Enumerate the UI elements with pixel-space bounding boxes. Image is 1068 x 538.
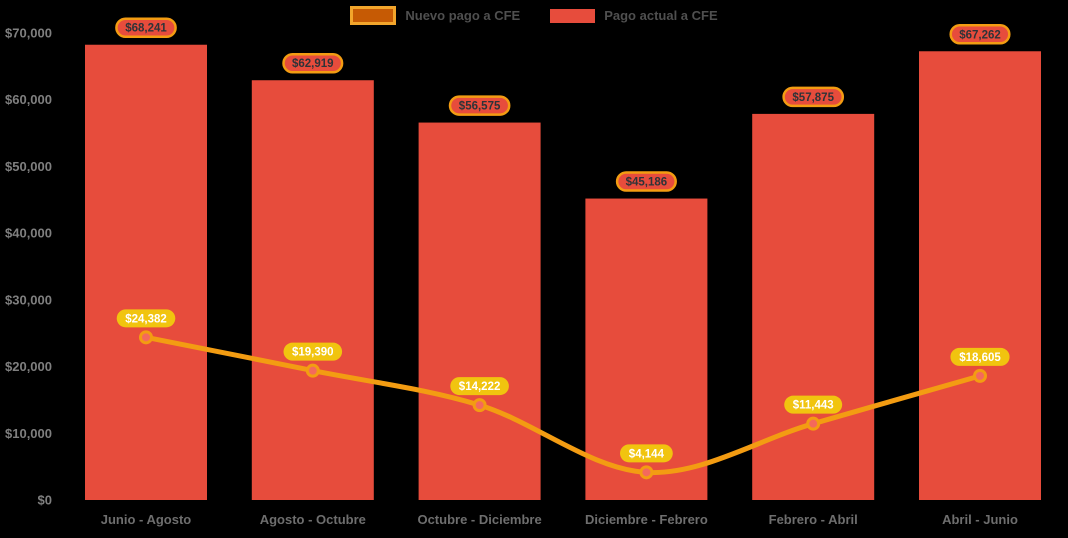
bar-pago-actual[interactable] xyxy=(85,44,207,500)
legend-swatch-nuevo-pago-icon xyxy=(350,6,397,25)
bar-pago-actual[interactable] xyxy=(418,122,541,500)
x-axis-category-label: Febrero - Abril xyxy=(769,512,858,527)
svg-text:$11,443: $11,443 xyxy=(793,400,834,412)
y-axis-tick-label: $60,000 xyxy=(5,92,52,107)
line-value-label: $24,382 xyxy=(116,309,176,328)
y-axis-tick-label: $40,000 xyxy=(5,226,52,241)
bar-value-label: $45,186 xyxy=(615,171,677,192)
y-axis-tick-label: $70,000 xyxy=(5,26,52,41)
y-axis-tick-label: $50,000 xyxy=(5,159,52,174)
x-axis-category-label: Agosto - Octubre xyxy=(260,512,366,527)
svg-text:$68,241: $68,241 xyxy=(125,23,167,35)
y-axis-tick-label: $30,000 xyxy=(5,292,52,307)
y-axis-tick-label: $20,000 xyxy=(5,359,52,374)
svg-text:$24,382: $24,382 xyxy=(125,313,167,325)
line-value-label: $19,390 xyxy=(283,342,343,361)
svg-text:$62,919: $62,919 xyxy=(292,58,334,70)
legend-item-pago-actual[interactable]: Pago actual a CFE xyxy=(550,8,718,23)
svg-text:$56,575: $56,575 xyxy=(459,101,501,113)
line-point-marker[interactable] xyxy=(139,330,153,345)
svg-text:$67,262: $67,262 xyxy=(959,29,1001,41)
legend: Nuevo pago a CFE Pago actual a CFE xyxy=(0,6,1068,25)
line-point-marker[interactable] xyxy=(472,398,487,413)
legend-label-nuevo-pago: Nuevo pago a CFE xyxy=(405,8,521,23)
x-axis-category-label: Octubre - Diciembre xyxy=(417,512,541,527)
legend-item-nuevo-pago[interactable]: Nuevo pago a CFE xyxy=(350,6,520,25)
y-axis-tick-label: $0 xyxy=(38,493,52,508)
legend-swatch-pago-actual-icon xyxy=(550,8,596,23)
x-axis-category-label: Abril - Junio xyxy=(942,512,1018,527)
bar-value-label: $68,241 xyxy=(115,17,177,38)
bar-value-label: $57,875 xyxy=(782,86,845,108)
bar-pago-actual[interactable] xyxy=(251,80,374,500)
line-point-marker[interactable] xyxy=(973,368,987,383)
line-value-label: $11,443 xyxy=(784,395,843,414)
line-nuevo-pago xyxy=(143,334,983,475)
svg-text:$57,875: $57,875 xyxy=(792,92,834,104)
svg-text:$45,186: $45,186 xyxy=(626,177,668,189)
bar-pago-actual[interactable] xyxy=(752,113,875,500)
bar-value-label: $67,262 xyxy=(949,24,1011,45)
svg-text:$4,144: $4,144 xyxy=(629,448,665,460)
svg-text:$19,390: $19,390 xyxy=(292,347,334,359)
bar-pago-actual[interactable] xyxy=(919,51,1041,501)
svg-text:$14,222: $14,222 xyxy=(459,381,501,393)
line-point-marker[interactable] xyxy=(305,363,320,378)
line-value-label: $4,144 xyxy=(620,444,673,463)
svg-text:$18,605: $18,605 xyxy=(959,352,1001,364)
legend-label-pago-actual: Pago actual a CFE xyxy=(604,8,718,23)
line-value-label: $14,222 xyxy=(450,377,509,396)
x-axis-category-label: Diciembre - Febrero xyxy=(585,512,708,527)
line-value-label: $18,605 xyxy=(950,347,1010,366)
x-axis-category-label: Junio - Agosto xyxy=(101,512,192,527)
y-axis-tick-label: $10,000 xyxy=(5,426,52,441)
bar-value-label: $56,575 xyxy=(448,95,511,116)
line-point-marker[interactable] xyxy=(639,465,654,480)
line-point-marker[interactable] xyxy=(806,416,821,431)
bar-value-label: $62,919 xyxy=(282,52,344,74)
